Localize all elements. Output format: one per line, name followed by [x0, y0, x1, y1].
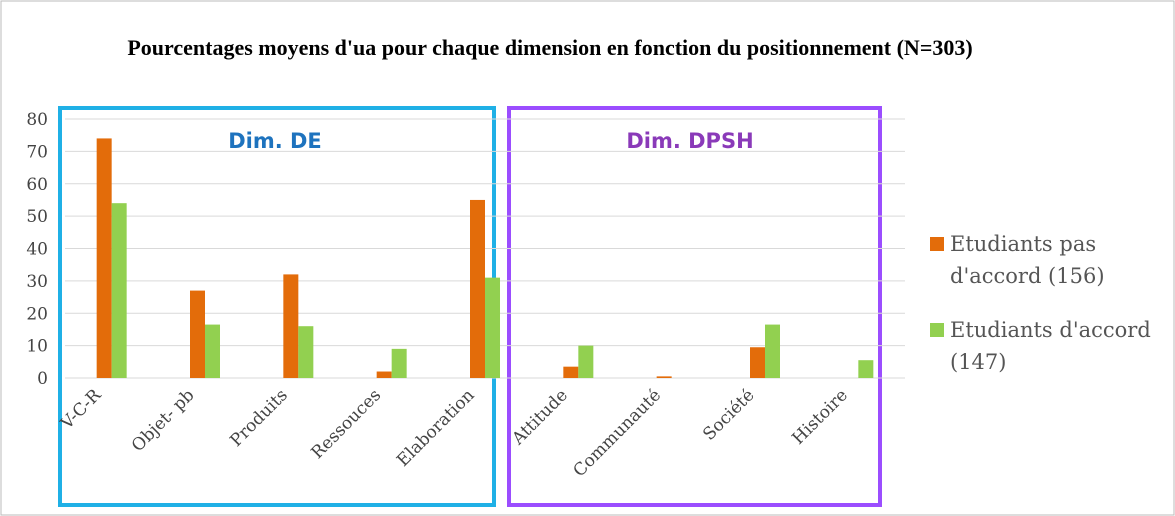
- bar: [470, 199, 485, 378]
- bar: [190, 290, 205, 378]
- bar: [298, 326, 314, 378]
- x-tick-label: Histoire: [788, 385, 851, 448]
- bar: [858, 360, 874, 378]
- x-tick-label: Produits: [226, 385, 291, 450]
- bar: [96, 138, 112, 378]
- x-tick-label: Société: [699, 385, 758, 444]
- bar: [391, 348, 407, 378]
- chart-title: Pourcentages moyens d'ua pour chaque dim…: [127, 35, 973, 60]
- bar: [205, 324, 220, 378]
- y-tick-label: 50: [26, 207, 48, 227]
- x-tick-label: Objet- pb: [128, 385, 199, 456]
- box-dpsh: [507, 106, 882, 507]
- x-tick-label: Elaboration: [393, 385, 478, 470]
- legend-item: Etudiants d'accord (147): [930, 314, 1160, 378]
- x-tick-label: Ressouces: [308, 385, 386, 463]
- legend-label: Etudiants d'accord (147): [950, 318, 1151, 374]
- y-tick-label: 60: [26, 175, 48, 195]
- bar: [656, 376, 672, 378]
- y-tick-label: 70: [26, 142, 48, 162]
- bar: [563, 366, 579, 378]
- y-tick-label: 30: [26, 272, 48, 292]
- bar: [765, 324, 780, 378]
- x-tick-label: V-C-R: [56, 385, 106, 435]
- legend-label: Etudiants pas d'accord (156): [950, 232, 1105, 288]
- bar: [485, 277, 500, 378]
- annotation: Dim. DPSH: [626, 129, 753, 153]
- bar: [376, 371, 392, 378]
- legend-item: Etudiants pas d'accord (156): [930, 228, 1160, 292]
- y-tick-label: 10: [26, 337, 48, 357]
- bar: [750, 347, 765, 378]
- y-tick-label: 80: [26, 110, 48, 130]
- y-tick-label: 0: [37, 369, 48, 389]
- annotation: Dim. DE: [228, 129, 322, 153]
- x-tick-label: Attitude: [508, 385, 572, 449]
- bar: [111, 203, 127, 378]
- bar: [578, 345, 594, 378]
- bar: [283, 274, 299, 378]
- x-tick-label: Communauté: [569, 385, 665, 481]
- y-tick-label: 20: [26, 304, 48, 324]
- legend-swatch: [930, 237, 944, 251]
- legend-swatch: [930, 323, 944, 337]
- y-tick-label: 40: [26, 240, 48, 260]
